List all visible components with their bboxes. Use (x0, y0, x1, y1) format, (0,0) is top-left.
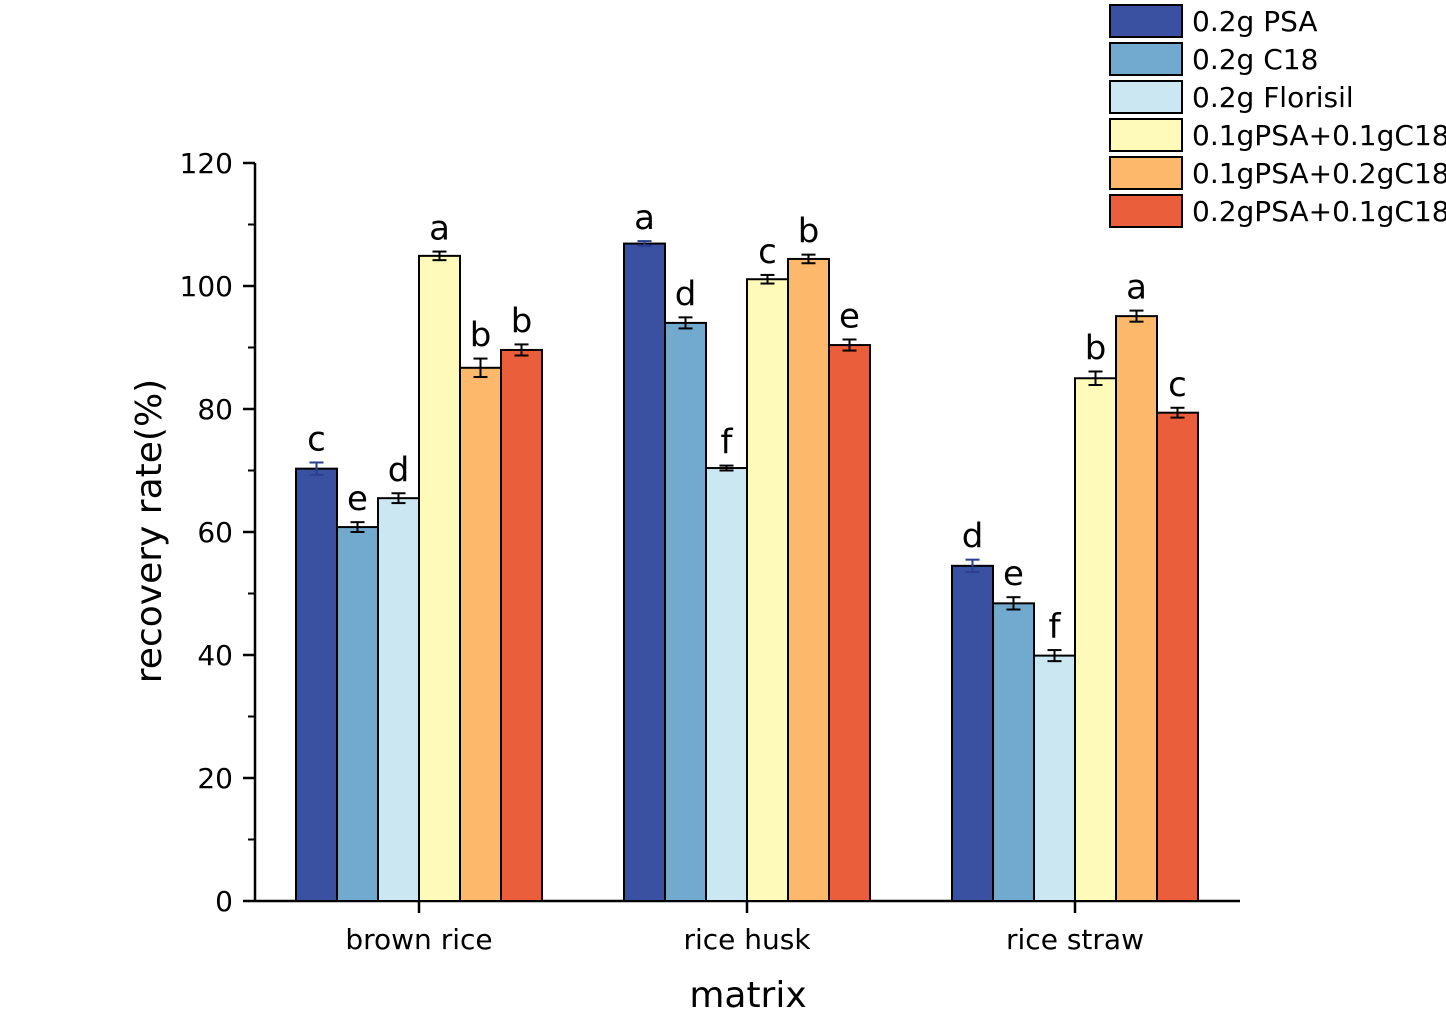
bar (787, 257, 830, 902)
legend-label: 0.2g C18 (1192, 43, 1318, 76)
significance-label: d (675, 274, 697, 314)
significance-label: b (511, 301, 533, 341)
bar (992, 602, 1035, 903)
significance-label: a (429, 209, 450, 249)
significance-label: b (798, 212, 820, 252)
x-axis: brown rice rice husk rice straw (255, 899, 1240, 956)
x-axis-title: matrix (689, 975, 806, 1016)
bar (746, 278, 789, 902)
significance-label: e (839, 297, 860, 337)
bar (1115, 315, 1158, 902)
bar (828, 344, 871, 903)
bar (418, 254, 461, 903)
legend-label: 0.1gPSA+0.2gC18 (1192, 157, 1446, 190)
y-tick-label: 120 (180, 147, 233, 180)
x-category-label: rice husk (683, 923, 811, 956)
y-tick-label: 20 (197, 762, 233, 795)
y-axis: 0 20 40 60 80 100 120 (180, 147, 257, 918)
x-category-label: rice straw (1006, 923, 1144, 956)
legend-swatch (1109, 156, 1183, 190)
significance-label: f (1049, 607, 1062, 647)
legend-label: 0.2gPSA+0.1gC18 (1192, 195, 1446, 228)
bar (1156, 411, 1199, 902)
legend-swatch (1109, 118, 1183, 152)
legend-swatch (1109, 42, 1183, 76)
significance-label: f (721, 423, 734, 463)
bar (664, 321, 707, 902)
significance-label: c (307, 420, 326, 460)
legend-label: 0.1gPSA+0.1gC18 (1192, 119, 1446, 152)
y-tick-label: 60 (197, 516, 233, 549)
significance-label: a (634, 198, 655, 238)
bar (377, 497, 420, 902)
significance-label: c (758, 232, 777, 272)
bar (623, 242, 666, 902)
significance-label: b (470, 316, 492, 356)
bar (459, 366, 502, 903)
bar (705, 467, 748, 902)
legend-label: 0.2g Florisil (1192, 81, 1354, 114)
bar (1033, 654, 1076, 902)
bar (295, 467, 338, 902)
legend-label: 0.2g PSA (1192, 5, 1318, 38)
significance-label: d (388, 450, 410, 490)
significance-label: e (347, 479, 368, 519)
y-tick-label: 80 (197, 393, 233, 426)
legend: 0.2g PSA 0.2g C18 0.2g Florisil 0.1gPSA+0.1… (1109, 4, 1446, 228)
bar (336, 526, 379, 903)
bar (500, 348, 543, 902)
significance-label: a (1126, 268, 1147, 308)
y-tick-label: 40 (197, 639, 233, 672)
significance-label: d (962, 517, 984, 557)
bar (951, 564, 994, 902)
y-tick-label: 100 (180, 270, 233, 303)
significance-label: c (1168, 365, 1187, 405)
legend-swatch (1109, 4, 1183, 38)
significance-label: e (1003, 554, 1024, 594)
y-axis-title: recovery rate(%) (129, 379, 170, 683)
y-tick-label: 0 (215, 885, 233, 918)
bar (1074, 377, 1117, 902)
significance-label: b (1085, 328, 1107, 368)
legend-swatch (1109, 194, 1183, 228)
legend-swatch (1109, 80, 1183, 114)
x-category-label: brown rice (345, 923, 492, 956)
